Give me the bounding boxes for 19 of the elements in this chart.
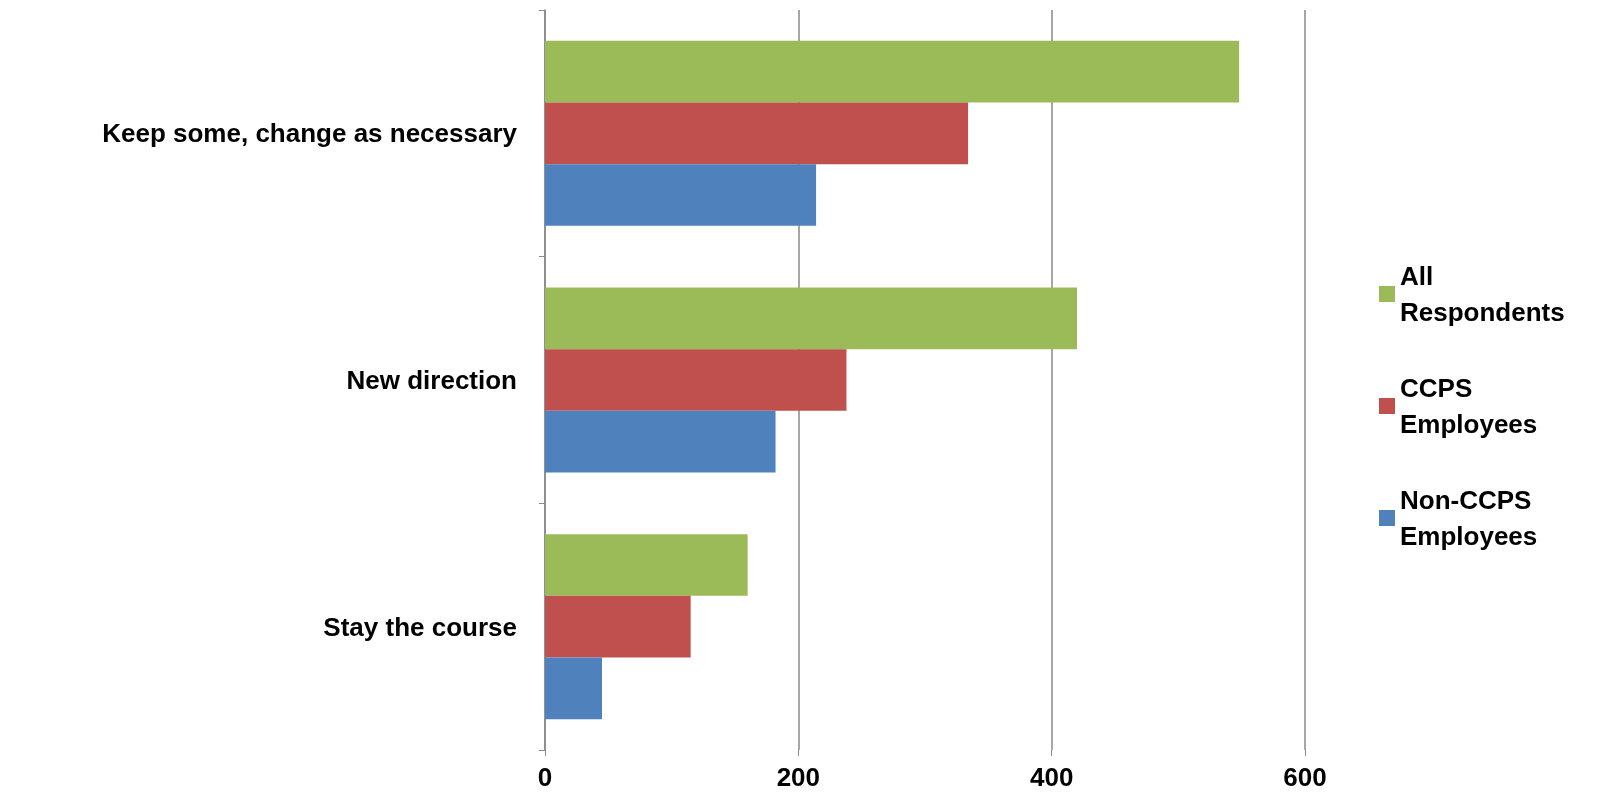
bar [545,657,602,720]
bar [545,534,748,596]
y-tick-label: Stay the course [323,611,517,642]
legend-label: All Respondents [1400,261,1565,327]
x-tick-label: 200 [776,762,821,792]
legend-label: Non-CCPS Employees [1400,485,1539,551]
bar [545,40,1240,103]
bar [545,410,776,473]
legend-label: CCPS Employees [1400,373,1538,439]
y-tick-label: Keep some, change as necessary [102,118,518,149]
bar [545,164,817,226]
bar [545,595,691,658]
bar [545,287,1077,350]
x-tick-label: 600 [1283,762,1327,792]
bar [545,102,969,165]
x-tick-label: 400 [1029,762,1074,792]
x-tick-label: 0 [537,762,553,792]
bar [545,349,847,411]
y-tick-label: New direction [346,365,517,395]
